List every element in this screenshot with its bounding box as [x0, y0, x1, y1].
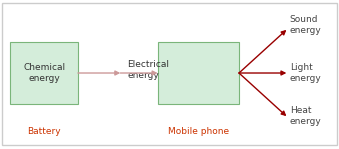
- Text: Light
energy: Light energy: [290, 63, 322, 83]
- Text: Chemical
energy: Chemical energy: [23, 63, 65, 83]
- Text: Electrical
energy: Electrical energy: [127, 60, 169, 80]
- Text: Sound
energy: Sound energy: [290, 15, 322, 35]
- FancyBboxPatch shape: [158, 42, 239, 104]
- Text: Battery: Battery: [27, 127, 61, 136]
- Text: Heat
energy: Heat energy: [290, 106, 322, 126]
- FancyBboxPatch shape: [10, 42, 78, 104]
- Text: Mobile phone: Mobile phone: [168, 127, 229, 136]
